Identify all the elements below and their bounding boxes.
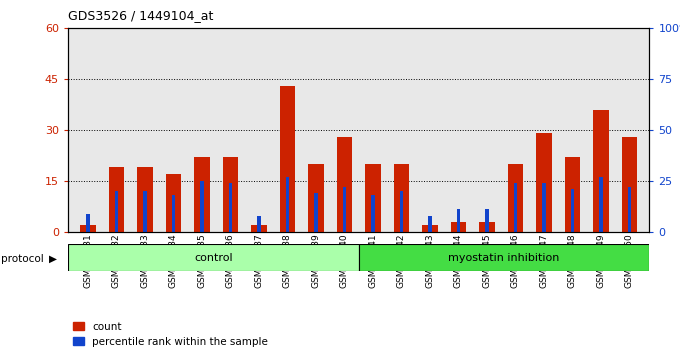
Bar xyxy=(68,244,359,271)
Text: myostatin inhibition: myostatin inhibition xyxy=(448,252,560,263)
Bar xyxy=(279,86,295,232)
Bar xyxy=(257,216,260,232)
Bar xyxy=(394,164,409,232)
Bar xyxy=(308,164,324,232)
Bar xyxy=(166,174,182,232)
Text: protocol: protocol xyxy=(1,254,44,264)
Bar xyxy=(286,177,289,232)
Bar xyxy=(451,222,466,232)
Bar xyxy=(599,177,602,232)
Bar xyxy=(200,181,204,232)
Bar xyxy=(343,187,346,232)
Bar xyxy=(428,216,432,232)
Bar xyxy=(359,244,649,271)
Bar xyxy=(457,210,460,232)
Bar xyxy=(593,110,609,232)
Bar xyxy=(564,157,580,232)
Text: control: control xyxy=(194,252,233,263)
Bar xyxy=(479,222,495,232)
Bar xyxy=(172,195,175,232)
Bar xyxy=(86,213,90,232)
Text: ▶: ▶ xyxy=(49,254,57,264)
Bar xyxy=(109,167,124,232)
Bar xyxy=(194,157,210,232)
Bar xyxy=(422,225,438,232)
Bar xyxy=(228,183,232,232)
Bar xyxy=(137,167,153,232)
Bar xyxy=(622,137,637,232)
Bar xyxy=(536,133,551,232)
Bar xyxy=(542,183,545,232)
Bar xyxy=(371,195,375,232)
Bar xyxy=(115,191,118,232)
Bar xyxy=(486,210,489,232)
Bar xyxy=(251,225,267,232)
Legend: count, percentile rank within the sample: count, percentile rank within the sample xyxy=(73,322,268,347)
Bar xyxy=(314,193,318,232)
Bar xyxy=(143,191,147,232)
Bar xyxy=(514,183,517,232)
Text: GDS3526 / 1449104_at: GDS3526 / 1449104_at xyxy=(68,9,214,22)
Bar xyxy=(400,191,403,232)
Bar xyxy=(628,187,631,232)
Bar xyxy=(80,225,96,232)
Bar xyxy=(337,137,352,232)
Bar xyxy=(571,189,574,232)
Bar xyxy=(507,164,524,232)
Bar xyxy=(365,164,381,232)
Bar xyxy=(222,157,238,232)
